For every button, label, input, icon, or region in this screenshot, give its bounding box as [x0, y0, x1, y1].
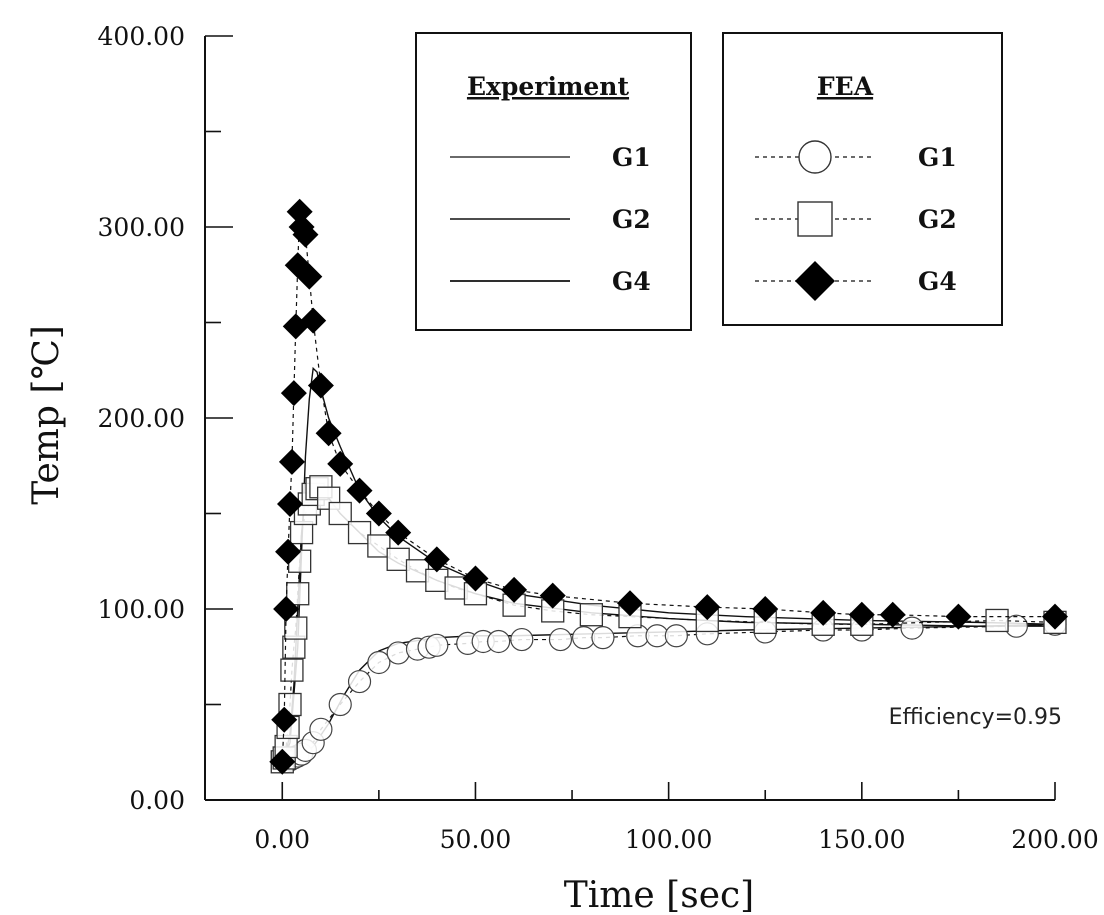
legend-fea-box — [722, 32, 1003, 326]
x-tick-label: 200.00 — [1011, 825, 1098, 854]
fea-g4-diamond-marker — [1042, 603, 1068, 630]
fea-g4-diamond-marker — [307, 372, 334, 399]
fea-g2-square-marker — [347, 520, 372, 545]
plot-series-layer — [269, 198, 1068, 775]
fea-g2-square-marker — [579, 603, 604, 627]
legend-experiment: Experiment G1 G2 G4 — [415, 32, 692, 331]
legend-fea: FEA G1 G2 G4 — [722, 32, 1003, 326]
fea-g1-circle-marker — [328, 692, 352, 717]
fea-g4-diamond-marker — [879, 601, 906, 628]
fea-g4-diamond-marker — [501, 576, 528, 603]
fea-g4-diamond-marker — [292, 221, 319, 248]
fea-g4-diamond-marker — [810, 599, 837, 626]
legend-exp-g2-label: G2 — [612, 205, 651, 234]
fea-g1-circle-marker — [548, 627, 573, 652]
fea-g2-square-marker — [985, 608, 1009, 633]
fea-g4-diamond-marker — [365, 500, 392, 527]
fea-g4-diamond-marker — [269, 748, 296, 775]
x-tick-label: 100.00 — [625, 825, 712, 854]
legend-fea-g4-label: G4 — [918, 267, 957, 296]
x-tick-label: 150.00 — [818, 825, 905, 854]
y-tick-label: 0.00 — [129, 786, 185, 815]
fea-g4-diamond-marker — [275, 538, 302, 565]
fea-g1-circle-marker — [900, 616, 924, 640]
legend-experiment-title: Experiment — [467, 72, 630, 101]
fea-g4-diamond-marker — [300, 307, 327, 334]
legend-exp-g4-label: G4 — [612, 267, 651, 296]
fea-g4-diamond-marker — [945, 603, 972, 630]
fea-g4-diamond-marker — [848, 601, 875, 628]
fea-g1-circle-marker — [425, 633, 449, 657]
fea-g1-circle-marker — [664, 624, 688, 648]
axes-layer: 0.00 100.00 200.00 300.00 400.00 0.00 50.00 100… — [98, 22, 1099, 854]
y-axis-title: Temp [℃] — [26, 325, 67, 505]
fea-g4-diamond-marker — [280, 380, 307, 407]
fea-g4-diamond-marker — [539, 582, 566, 609]
fea-g4-diamond-marker — [273, 596, 300, 622]
fea-g4-diamond-marker — [278, 448, 305, 475]
fea-g4-diamond-marker — [327, 450, 354, 477]
fea-g1-circle-marker — [367, 650, 391, 675]
legend-fea-g4-diamond-marker — [795, 261, 835, 301]
y-tick-label: 100.00 — [98, 595, 185, 624]
fea-g4-diamond-marker — [271, 706, 298, 733]
fea-g2-square-marker — [280, 658, 304, 682]
fea-g1-circle-marker — [386, 641, 410, 665]
x-tick-label: 50.00 — [440, 825, 512, 854]
legend-fea-g2-square-marker — [797, 201, 833, 237]
fea-g4-diamond-marker — [385, 519, 412, 546]
legend-fea-g1-label: G1 — [918, 143, 957, 172]
fea-g4-diamond-marker — [617, 590, 643, 617]
fea-g4-diamond-marker — [346, 477, 373, 504]
fea-g1-circle-marker — [591, 626, 615, 650]
x-tick-label: 0.00 — [254, 825, 310, 854]
legend-fea-g2-label: G2 — [918, 205, 957, 234]
legend-exp-g1-label: G1 — [612, 143, 651, 172]
x-axis-title: Time [sec] — [564, 875, 754, 915]
fea-g1-circle-marker — [347, 669, 372, 694]
efficiency-annotation: Efficiency=0.95 — [889, 705, 1062, 730]
fea-g4-diamond-marker — [315, 420, 342, 447]
fea-g4-diamond-marker — [277, 490, 303, 517]
fea-g4-diamond-marker — [462, 565, 489, 592]
legend-fea-g1-circle-marker — [798, 140, 832, 174]
y-tick-label: 400.00 — [98, 22, 185, 51]
fea-g4-diamond-marker — [423, 546, 450, 573]
legend-fea-title: FEA — [817, 72, 874, 101]
fea-g2-square-marker — [367, 534, 391, 558]
y-tick-label: 300.00 — [98, 213, 185, 242]
fea-g2-square-marker — [284, 616, 308, 640]
fea-g1-circle-marker — [309, 717, 333, 741]
fea-g4-diamond-marker — [752, 596, 779, 622]
fea-g1-circle-marker — [510, 627, 534, 652]
y-tick-label: 200.00 — [98, 404, 185, 433]
fea-g1-circle-marker — [572, 626, 596, 650]
fea-g4-diamond-marker — [286, 198, 313, 225]
fea-g4-diamond-marker — [296, 263, 323, 290]
fea-g2-square-marker — [328, 501, 352, 526]
fea-g4-diamond-marker — [694, 594, 721, 621]
fea-g1-circle-marker — [645, 624, 669, 648]
fea-g1-circle-marker — [487, 629, 511, 654]
